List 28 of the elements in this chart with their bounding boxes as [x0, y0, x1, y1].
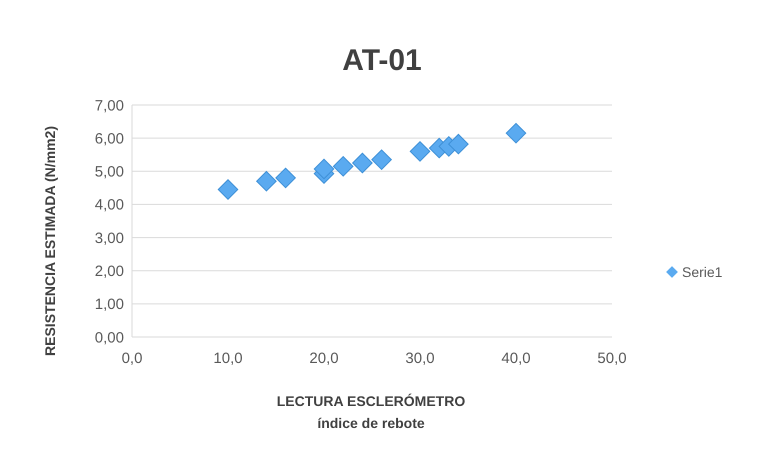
point	[256, 170, 277, 192]
point	[448, 134, 469, 154]
chart-title: AT-01	[342, 44, 422, 77]
legend-label: Serie1	[682, 264, 723, 280]
y-tick-label: 0,00	[94, 329, 124, 346]
x-tick-label: 20,0	[309, 350, 339, 367]
y-tick-label: 5,00	[94, 164, 124, 181]
point	[332, 156, 354, 177]
x-axis-title: LECTURA ESCLERÓMETRO índice de rebote	[276, 393, 466, 431]
y-tick-label: 6,00	[94, 130, 124, 148]
x-tick-label: 10,0	[213, 350, 243, 367]
point	[506, 122, 526, 144]
y-tick-label: 7,00	[94, 97, 124, 114]
point	[371, 149, 392, 170]
point	[275, 168, 296, 188]
x-tick-label: 40,0	[501, 350, 531, 367]
x-tick-label: 0,0	[122, 350, 142, 367]
point	[352, 152, 373, 174]
point	[410, 141, 430, 162]
x-tick-label: 50,0	[597, 350, 627, 367]
y-tick-label: 4,00	[94, 196, 124, 214]
y-tick-label: 1,00	[94, 296, 124, 314]
y-tick-label: 3,00	[94, 230, 124, 247]
y-axis-title: RESISTENCIA ESTIMADA (N/mm2)	[42, 126, 58, 356]
y-tick-label: 2,00	[94, 262, 124, 280]
x-tick-label: 30,0	[405, 350, 435, 367]
point	[314, 158, 334, 180]
point	[218, 179, 238, 200]
